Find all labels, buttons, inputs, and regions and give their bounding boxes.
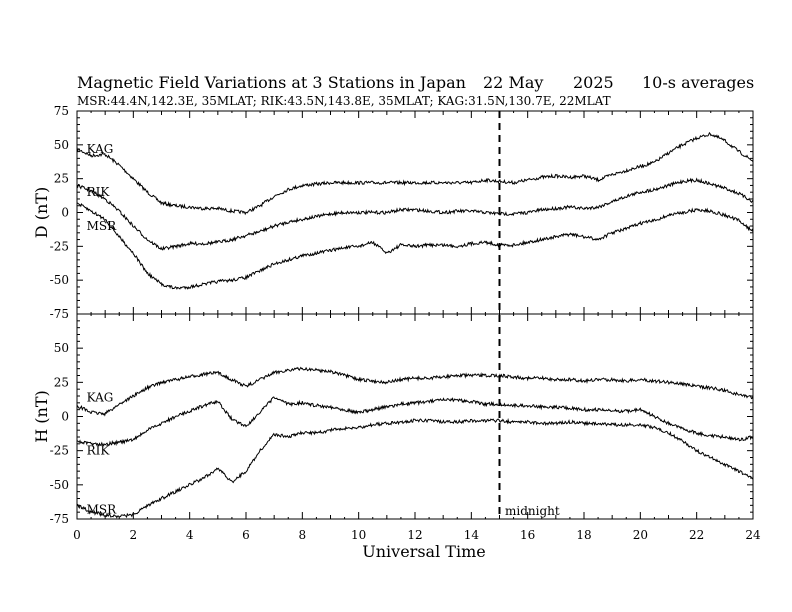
panel-0: 75 50 25 0 -25 -50 -75 D (nT) KAG RIK MSR bbox=[32, 104, 754, 321]
chart-averaging: 10-s averages bbox=[642, 73, 754, 92]
y-tick-label: -50 bbox=[50, 478, 69, 492]
x-tick-label: 8 bbox=[299, 528, 307, 542]
x-axis-label: Universal Time bbox=[362, 542, 485, 561]
x-tick-label: 14 bbox=[464, 528, 480, 542]
series-label-rik: RIK bbox=[87, 444, 111, 458]
series-label-rik: RIK bbox=[87, 185, 111, 199]
series-line-msr bbox=[76, 202, 754, 290]
panels-group: 75 50 25 0 -25 -50 -75 D (nT) KAG RIK MSR 50 25 0 -25 -… bbox=[32, 104, 761, 542]
series-line-kag bbox=[76, 131, 754, 216]
y-tick-label: 75 bbox=[54, 104, 69, 118]
panel-frame bbox=[76, 110, 754, 315]
x-tick-label: 2 bbox=[130, 528, 138, 542]
series-line-rik bbox=[76, 396, 754, 447]
y-axis-label: D (nT) bbox=[32, 187, 51, 238]
y-tick-label: 0 bbox=[61, 206, 69, 220]
midnight-label: midnight bbox=[505, 504, 560, 518]
x-tick-label: 20 bbox=[633, 528, 648, 542]
series-line-rik bbox=[76, 177, 754, 251]
y-tick-label: 0 bbox=[61, 410, 69, 424]
series-line-msr bbox=[76, 417, 754, 519]
y-tick-label: -25 bbox=[50, 239, 69, 253]
x-tick-label: 12 bbox=[407, 528, 422, 542]
y-tick-label: -75 bbox=[50, 307, 69, 321]
station-coordinates: MSR:44.4N,142.3E, 35MLAT; RIK:43.5N,143.… bbox=[77, 94, 611, 108]
series-label-kag: KAG bbox=[87, 390, 114, 404]
y-tick-label: 25 bbox=[54, 172, 69, 186]
y-tick-label: -25 bbox=[50, 444, 69, 458]
x-tick-label: 24 bbox=[745, 528, 761, 542]
panel-frame bbox=[76, 313, 754, 520]
y-tick-label: 50 bbox=[54, 138, 69, 152]
y-axis-label: H (nT) bbox=[32, 390, 51, 443]
panel-1: 50 25 0 -25 -50 -75 H (nT) KAG RIK MSR bbox=[32, 313, 754, 526]
y-tick-label: -75 bbox=[50, 512, 69, 526]
x-tick-label: 6 bbox=[242, 528, 250, 542]
y-tick-label: 50 bbox=[54, 341, 69, 355]
chart-title: Magnetic Field Variations at 3 Stations … bbox=[77, 73, 466, 92]
series-label-msr: MSR bbox=[87, 219, 118, 233]
x-tick-label: 0 bbox=[73, 528, 81, 542]
x-tick-label: 10 bbox=[351, 528, 366, 542]
series-line-kag bbox=[76, 366, 754, 417]
chart-year: 2025 bbox=[573, 73, 614, 92]
series-label-kag: KAG bbox=[87, 142, 114, 156]
x-tick-label: 22 bbox=[689, 528, 704, 542]
x-tick-label: 16 bbox=[520, 528, 535, 542]
y-tick-label: -50 bbox=[50, 273, 69, 287]
x-tick-label: 18 bbox=[576, 528, 591, 542]
series-label-msr: MSR bbox=[87, 502, 118, 516]
chart-date: 22 May bbox=[483, 73, 543, 92]
x-tick-label: 4 bbox=[186, 528, 194, 542]
y-tick-label: 25 bbox=[54, 375, 69, 389]
